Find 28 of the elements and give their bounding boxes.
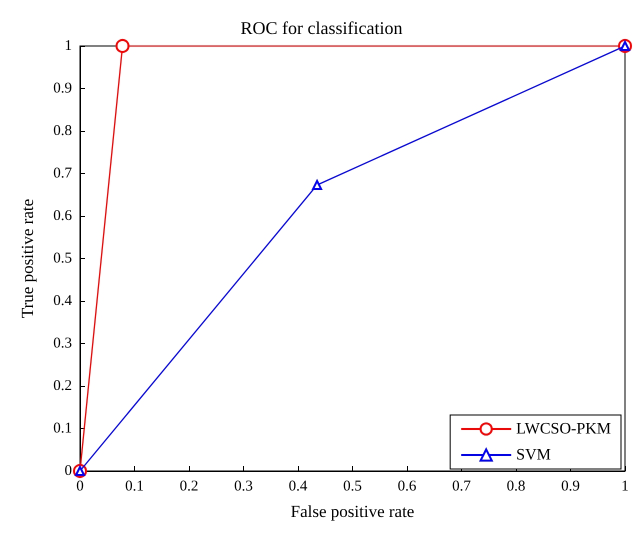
x-tick-label: 0.7 (452, 478, 472, 494)
legend-label: LWCSO-PKM (516, 420, 612, 438)
y-tick-label: 0.9 (53, 80, 72, 96)
x-axis-title: False positive rate (290, 502, 414, 521)
y-tick-label: 0.1 (53, 420, 72, 436)
x-tick-label: 0.2 (180, 478, 198, 494)
legend-label: SVM (516, 446, 551, 464)
y-tick-label: 0.6 (53, 208, 72, 224)
y-axis-title: True positive rate (18, 198, 37, 318)
point (116, 39, 130, 53)
x-tick-label: 1 (621, 478, 629, 494)
y-tick-label: 0.4 (53, 293, 72, 309)
x-tick-label: 0.4 (288, 478, 308, 494)
y-tick-label: 0 (64, 463, 72, 479)
y-tick-label: 0.7 (53, 166, 72, 182)
x-tick-label: 0.3 (234, 478, 253, 494)
x-tick-label: 0.6 (398, 478, 417, 494)
x-tick-label: 0.1 (125, 478, 144, 494)
y-tick-label: 0.5 (53, 250, 72, 266)
y-tick-label: 0.8 (53, 123, 72, 139)
y-tick-label: 0.3 (53, 336, 72, 352)
y-tick-label: 1 (64, 38, 72, 54)
chart-title: ROC for classification (240, 18, 402, 38)
x-tick-label: 0.5 (343, 478, 362, 494)
x-tick-label: 0.8 (506, 478, 526, 494)
x-tick-label: 0.9 (561, 478, 580, 494)
y-tick-label: 0.2 (53, 378, 72, 394)
x-tick-label: 0 (76, 478, 84, 494)
